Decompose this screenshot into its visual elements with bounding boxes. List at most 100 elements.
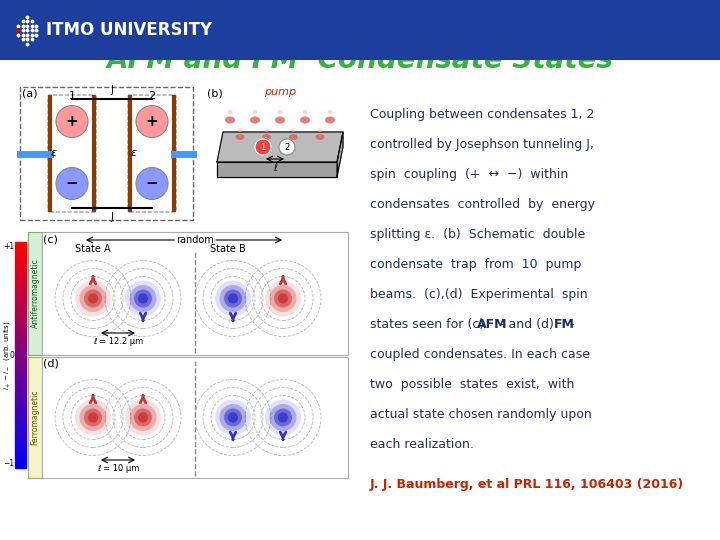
Ellipse shape	[130, 404, 156, 431]
Circle shape	[56, 167, 88, 199]
Polygon shape	[15, 441, 26, 443]
Text: AFM: AFM	[477, 318, 508, 331]
Polygon shape	[15, 364, 26, 366]
Polygon shape	[15, 416, 26, 418]
Polygon shape	[15, 369, 26, 371]
Text: spin  coupling  (+  ↔  −)  within: spin coupling (+ ↔ −) within	[370, 168, 568, 181]
Polygon shape	[15, 326, 26, 328]
Text: ℓ = 10 μm: ℓ = 10 μm	[96, 464, 139, 473]
Polygon shape	[15, 455, 26, 457]
Polygon shape	[15, 330, 26, 333]
Ellipse shape	[75, 400, 111, 435]
Polygon shape	[15, 299, 26, 301]
Ellipse shape	[88, 413, 98, 422]
Text: ℓ: ℓ	[273, 163, 277, 173]
Text: ℓ = 12.2 μm: ℓ = 12.2 μm	[93, 337, 143, 346]
Text: 2: 2	[148, 91, 156, 101]
Polygon shape	[15, 432, 26, 434]
Polygon shape	[15, 465, 26, 468]
Ellipse shape	[79, 404, 107, 431]
Text: splitting ε.  (b)  Schematic  double: splitting ε. (b) Schematic double	[370, 228, 585, 241]
Polygon shape	[15, 446, 26, 448]
Text: 1: 1	[261, 143, 266, 152]
Text: 0: 0	[9, 350, 14, 360]
Ellipse shape	[302, 110, 307, 114]
Circle shape	[56, 105, 88, 138]
Polygon shape	[15, 272, 26, 274]
Circle shape	[136, 167, 168, 199]
Text: condensate  trap  from  10  pump: condensate trap from 10 pump	[370, 258, 581, 271]
Polygon shape	[15, 389, 26, 391]
Polygon shape	[15, 398, 26, 400]
Polygon shape	[15, 377, 26, 380]
Polygon shape	[15, 373, 26, 375]
Polygon shape	[15, 292, 26, 294]
Text: −1: −1	[3, 459, 14, 468]
Polygon shape	[15, 438, 26, 441]
Polygon shape	[15, 287, 26, 289]
Text: State A: State A	[75, 244, 111, 254]
Polygon shape	[15, 436, 26, 438]
Ellipse shape	[253, 110, 258, 114]
Ellipse shape	[228, 293, 238, 303]
Text: ε: ε	[131, 148, 137, 159]
Polygon shape	[15, 278, 26, 280]
Polygon shape	[15, 360, 26, 362]
Ellipse shape	[134, 289, 152, 307]
Polygon shape	[15, 362, 26, 364]
Ellipse shape	[278, 293, 288, 303]
Polygon shape	[15, 251, 26, 253]
Ellipse shape	[224, 289, 242, 307]
Ellipse shape	[289, 134, 298, 140]
Text: ε: ε	[51, 148, 57, 159]
Polygon shape	[15, 418, 26, 421]
Polygon shape	[15, 407, 26, 409]
Ellipse shape	[125, 280, 161, 316]
Text: ITMO UNIVERSITY: ITMO UNIVERSITY	[46, 21, 212, 39]
Polygon shape	[15, 269, 26, 272]
Text: 2: 2	[284, 143, 289, 152]
Polygon shape	[15, 443, 26, 446]
Polygon shape	[15, 423, 26, 425]
Polygon shape	[15, 253, 26, 255]
Ellipse shape	[134, 408, 152, 427]
Polygon shape	[15, 339, 26, 341]
Polygon shape	[15, 414, 26, 416]
Polygon shape	[15, 448, 26, 450]
Polygon shape	[15, 450, 26, 452]
Polygon shape	[15, 421, 26, 423]
Text: −: −	[145, 176, 158, 191]
Polygon shape	[15, 353, 26, 355]
Text: −: −	[66, 176, 78, 191]
Ellipse shape	[265, 280, 301, 316]
Polygon shape	[15, 459, 26, 461]
Polygon shape	[15, 276, 26, 278]
Ellipse shape	[265, 400, 301, 435]
Ellipse shape	[269, 404, 297, 431]
Polygon shape	[15, 425, 26, 427]
Polygon shape	[15, 305, 26, 308]
Polygon shape	[15, 333, 26, 335]
Text: +1: +1	[3, 242, 14, 251]
Text: controlled by Josephson tunneling J,: controlled by Josephson tunneling J,	[370, 138, 594, 151]
Text: Coupling between condensates 1, 2: Coupling between condensates 1, 2	[370, 108, 595, 121]
Polygon shape	[15, 244, 26, 247]
Polygon shape	[15, 308, 26, 310]
Polygon shape	[15, 310, 26, 312]
Ellipse shape	[262, 134, 271, 140]
Polygon shape	[15, 285, 26, 287]
Text: J. J. Baumberg, et al PRL 116, 106403 (2016): J. J. Baumberg, et al PRL 116, 106403 (2…	[370, 478, 684, 491]
Polygon shape	[15, 409, 26, 411]
Polygon shape	[15, 350, 26, 353]
Polygon shape	[15, 452, 26, 455]
Text: J: J	[111, 212, 114, 222]
FancyBboxPatch shape	[20, 87, 193, 220]
Text: Antiferromagnetic: Antiferromagnetic	[30, 259, 40, 328]
Text: J: J	[111, 85, 114, 95]
Text: +: +	[66, 114, 78, 129]
Polygon shape	[15, 346, 26, 348]
Polygon shape	[15, 262, 26, 265]
Ellipse shape	[269, 285, 297, 312]
Polygon shape	[15, 434, 26, 436]
Polygon shape	[15, 387, 26, 389]
